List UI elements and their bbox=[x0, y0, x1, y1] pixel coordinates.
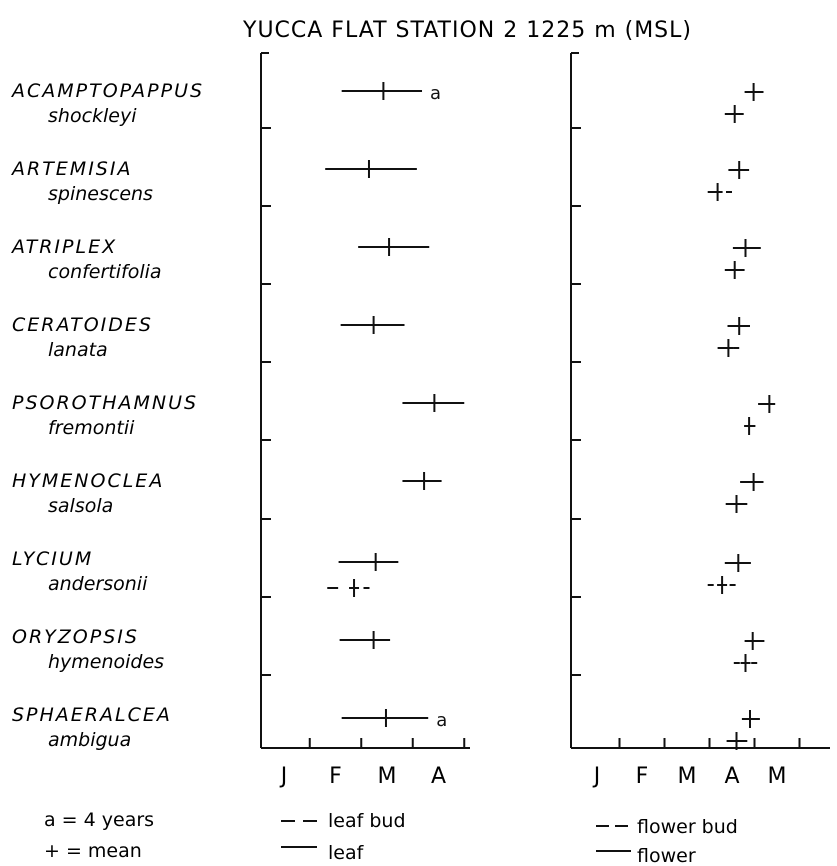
leaf-range bbox=[338, 553, 399, 571]
x-tick-label: A bbox=[431, 764, 446, 789]
flower-bud-range bbox=[744, 417, 756, 435]
epithet-label: salsola bbox=[48, 495, 113, 517]
flower-bud-range bbox=[726, 732, 748, 750]
epithet-label: confertifolia bbox=[48, 261, 162, 283]
flower-range bbox=[744, 83, 764, 101]
genus-label: LYCIUM bbox=[12, 548, 93, 570]
flower-range bbox=[740, 473, 764, 491]
leaf-range bbox=[341, 709, 429, 727]
genus-label: PSOROTHAMNUS bbox=[12, 392, 198, 414]
flower-bud-range bbox=[725, 495, 748, 513]
x-tick-label: M bbox=[768, 764, 787, 789]
epithet-label: shockleyi bbox=[48, 105, 137, 127]
legend: a = 4 years + = mean leaf bud leaf flower bu… bbox=[44, 809, 738, 866]
legend-leaf: leaf bbox=[328, 842, 365, 864]
species-labels: ACAMPTOPAPPUS shockleyi ARTEMISIA spinescen… bbox=[10, 80, 204, 751]
flower-bud-range bbox=[707, 183, 732, 201]
leaf-panel: J F M Aa a bbox=[260, 52, 470, 789]
x-tick-label: F bbox=[636, 764, 649, 789]
epithet-label: spinescens bbox=[48, 183, 153, 205]
legend-leaf-bud: leaf bud bbox=[328, 810, 406, 832]
epithet-label: lanata bbox=[48, 339, 108, 361]
flower-bud-range bbox=[724, 261, 745, 279]
leaf-bud-range bbox=[327, 579, 370, 597]
flower-range bbox=[741, 710, 760, 728]
flower-bud-range bbox=[707, 576, 736, 594]
note-mark: a bbox=[436, 710, 447, 731]
flower-bud-range bbox=[733, 654, 758, 672]
flower-bud-range bbox=[717, 339, 740, 357]
x-tick-label: J bbox=[279, 764, 288, 789]
legend-flower-bud: flower bud bbox=[637, 816, 738, 838]
flower-range bbox=[728, 161, 750, 179]
leaf-range bbox=[340, 316, 405, 334]
leaf-range bbox=[358, 238, 430, 256]
x-tick-label: F bbox=[329, 764, 342, 789]
flower-range bbox=[758, 395, 776, 413]
leaf-range bbox=[341, 82, 423, 100]
epithet-label: fremontii bbox=[48, 417, 135, 439]
flower-range bbox=[744, 632, 765, 650]
leaf-range bbox=[325, 160, 417, 178]
genus-label: HYMENOCLEA bbox=[12, 470, 164, 492]
genus-label: SPHAERALCEA bbox=[12, 704, 172, 726]
flower-range bbox=[724, 554, 751, 572]
genus-label: ORYZOPSIS bbox=[12, 626, 139, 648]
x-tick-label: J bbox=[592, 764, 601, 789]
leaf-range bbox=[339, 631, 391, 649]
x-tick-label: A bbox=[724, 764, 739, 789]
flower-range bbox=[732, 239, 761, 257]
legend-mean: + = mean bbox=[44, 840, 142, 862]
legend-note-a: a = 4 years bbox=[44, 809, 154, 831]
legend-flower: flower bbox=[637, 845, 696, 866]
genus-label: ARTEMISIA bbox=[10, 158, 132, 180]
leaf-range bbox=[402, 472, 442, 490]
epithet-label: andersonii bbox=[48, 573, 148, 595]
chart-title: YUCCA FLAT STATION 2 1225 m (MSL) bbox=[242, 18, 692, 43]
x-tick-label: M bbox=[678, 764, 697, 789]
x-tick-label: M bbox=[378, 764, 397, 789]
note-mark: a bbox=[430, 83, 441, 104]
genus-label: CERATOIDES bbox=[12, 314, 153, 336]
leaf-range bbox=[402, 394, 465, 412]
epithet-label: hymenoides bbox=[48, 651, 164, 673]
genus-label: ACAMPTOPAPPUS bbox=[10, 80, 204, 102]
flower-bud-range bbox=[724, 105, 744, 123]
genus-label: ATRIPLEX bbox=[10, 236, 117, 258]
flower-range bbox=[727, 317, 750, 335]
epithet-label: ambigua bbox=[48, 729, 131, 751]
